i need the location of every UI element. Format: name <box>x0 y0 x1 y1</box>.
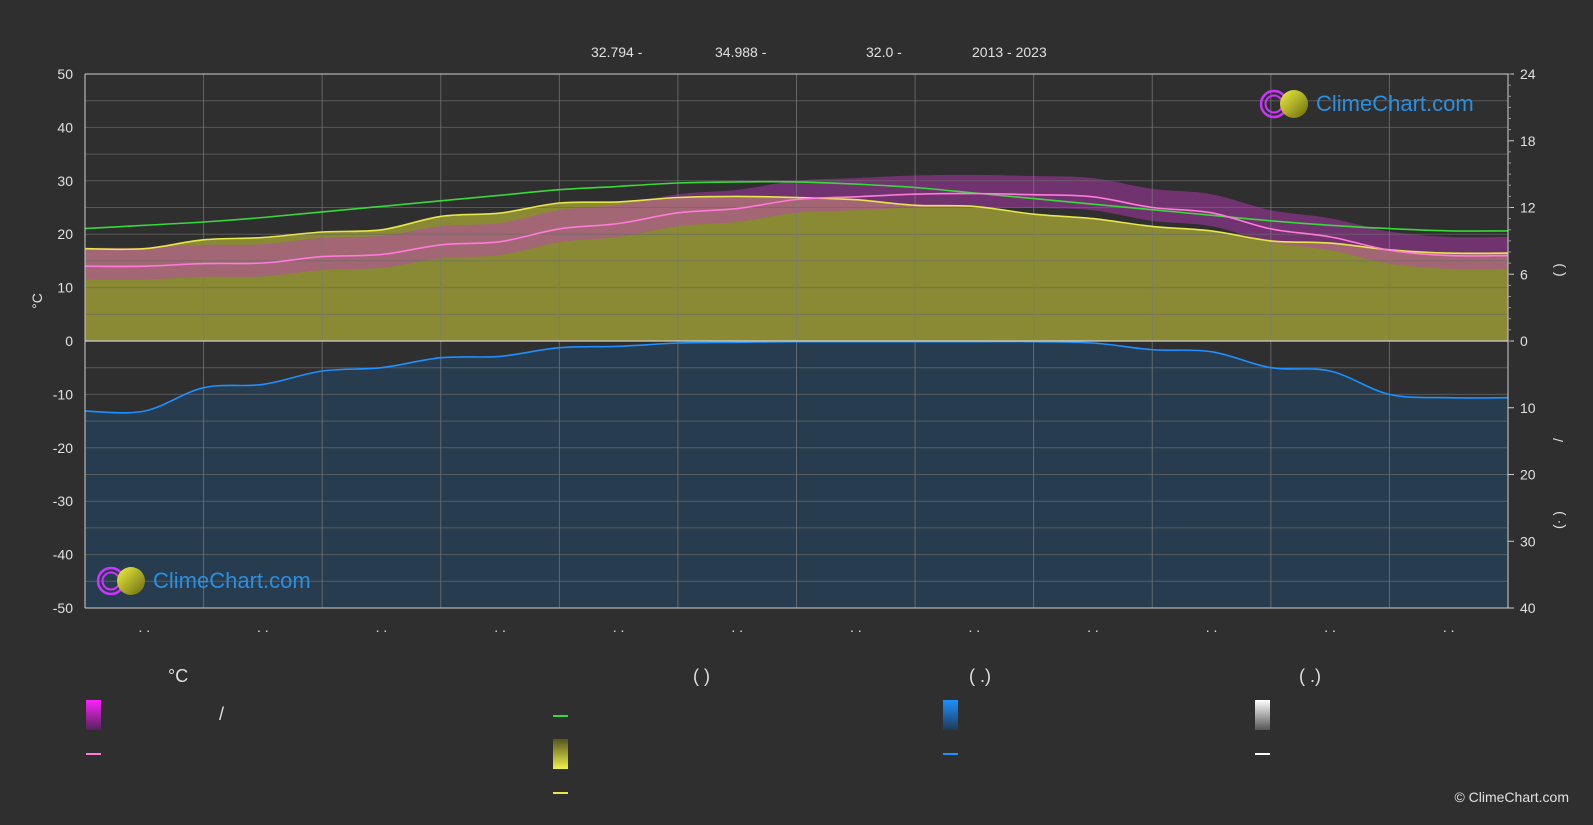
right-top-tick-label: 24 <box>1520 66 1536 82</box>
right-top-tick-label: 18 <box>1520 133 1536 149</box>
legend-temperature-title: °C <box>168 666 189 686</box>
legend-temp-slash: / <box>219 704 225 724</box>
left-tick-label: -20 <box>53 440 73 456</box>
legend-rain-title: ( .) <box>969 666 991 686</box>
logo-text: ClimeChart.com <box>153 568 311 593</box>
legend-rain-swatch <box>943 700 958 730</box>
latitude-text: 32.794 - <box>591 44 643 60</box>
x-tick-label: . . <box>1087 619 1099 635</box>
x-tick-label: . . <box>1443 619 1455 635</box>
logo-text: ClimeChart.com <box>1316 91 1474 116</box>
climechart-logo-icon <box>96 566 145 596</box>
left-axis-title: °C <box>29 293 45 309</box>
left-tick-label: 50 <box>57 66 73 82</box>
legend-sunshine-title: ( ) <box>693 666 710 686</box>
daylight-line <box>84 180 1509 232</box>
x-tick-label: . . <box>257 619 269 635</box>
legend-sunshine-line <box>553 792 568 794</box>
left-tick-label: 30 <box>57 173 73 189</box>
right-bottom-tick-label: 20 <box>1520 467 1536 483</box>
legend-temp-mean-line <box>86 753 101 755</box>
sunshine-line <box>84 195 1509 255</box>
right-top-tick-label: 6 <box>1520 266 1528 282</box>
x-tick-label: . . <box>494 619 506 635</box>
longitude-text: 34.988 - <box>715 44 767 60</box>
legend-snow-title: ( .) <box>1299 666 1321 686</box>
logo-top[interactable]: ClimeChart.com <box>1258 88 1474 120</box>
left-tick-label: 0 <box>65 333 73 349</box>
legend-daylight-line <box>553 715 568 717</box>
left-tick-label: -50 <box>53 600 73 616</box>
right-top-tick-label: 12 <box>1520 200 1536 216</box>
x-tick-label: . . <box>731 619 743 635</box>
climechart-logo-icon <box>1259 89 1308 119</box>
x-tick-label: . . <box>376 619 388 635</box>
elevation-text: 32.0 - <box>866 44 902 60</box>
right-axis-title: / <box>1550 438 1566 442</box>
x-tick-label: . . <box>1206 619 1218 635</box>
x-tick-label: . . <box>1324 619 1336 635</box>
x-tick-label: . . <box>613 619 625 635</box>
left-tick-label: -40 <box>53 547 73 563</box>
x-tick-label: . . <box>850 619 862 635</box>
legend-rain-line <box>943 753 958 755</box>
legend-sunshine-swatch <box>553 739 568 769</box>
right-bottom-tick-label: 40 <box>1520 600 1536 616</box>
left-tick-label: -10 <box>53 386 73 402</box>
x-tick-label: . . <box>969 619 981 635</box>
copyright-text: © ClimeChart.com <box>1454 789 1569 805</box>
precip-line <box>84 340 1509 414</box>
left-tick-label: 40 <box>57 119 73 135</box>
legend-snow-line <box>1255 753 1270 755</box>
temp_mean-line <box>84 192 1509 268</box>
legend-temp-range-swatch <box>86 700 101 730</box>
right-axis-title: ( ) <box>1550 263 1566 276</box>
right-bottom-tick-label: 10 <box>1520 400 1536 416</box>
logo-bottom[interactable]: ClimeChart.com <box>95 565 311 597</box>
left-tick-label: 20 <box>57 226 73 242</box>
right-top-tick-label: 0 <box>1520 333 1528 349</box>
years-text: 2013 - 2023 <box>972 44 1047 60</box>
x-tick-label: . . <box>138 619 150 635</box>
left-tick-label: 10 <box>57 280 73 296</box>
legend-snow-swatch <box>1255 700 1270 730</box>
right-axis-title: (· ) <box>1550 511 1566 529</box>
right-bottom-tick-label: 30 <box>1520 533 1536 549</box>
left-tick-label: -30 <box>53 493 73 509</box>
